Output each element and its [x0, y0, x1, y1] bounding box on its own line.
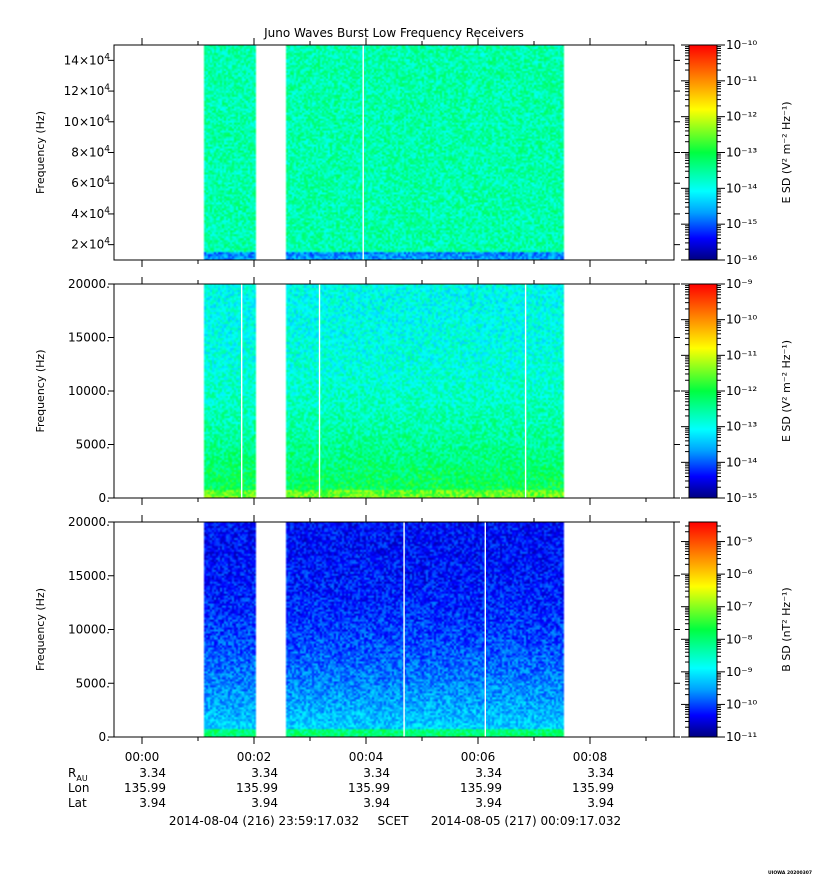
- colorbar-tick-label: 10⁻¹⁰: [726, 38, 757, 52]
- y-tick-label: 15000.: [68, 569, 110, 583]
- panel-2: 0. 5000. 10000. 15000. 20000. Frequency (Hz) 1…: [34, 277, 793, 505]
- colorbar-tick-label: 10⁻¹¹: [726, 730, 757, 744]
- y-tick-label: 5000.: [76, 438, 110, 452]
- y-tick-label: 5000.: [76, 676, 110, 690]
- spectrogram-image: [114, 284, 674, 498]
- colorbar-label: E SD (V² m⁻² Hz⁻¹): [780, 101, 793, 203]
- time-end: 2014-08-05 (217) 00:09:17.032: [431, 814, 621, 828]
- time-start: 2014-08-04 (216) 23:59:17.032: [169, 814, 359, 828]
- colorbar-tick-label: 10⁻¹⁵: [726, 217, 757, 231]
- y-tick-label: 10000.: [68, 384, 110, 398]
- colorbar-label: E SD (V² m⁻² Hz⁻¹): [780, 340, 793, 442]
- colorbar-tick-label: 10⁻⁹: [726, 665, 753, 679]
- ephemeris-value: 3.94: [587, 796, 614, 810]
- ephemeris-label: Lat: [68, 796, 87, 810]
- x-tick-label: 00:00: [125, 750, 160, 764]
- ephemeris-label: RAU: [68, 766, 88, 783]
- panel-3: 0. 5000. 10000. 15000. 20000. Frequency (Hz) 1…: [34, 515, 793, 744]
- spectrogram-image: [114, 45, 674, 260]
- colorbar-tick-label: 10⁻¹³: [726, 420, 757, 434]
- colorbar-tick-label: 10⁻¹¹: [726, 74, 757, 88]
- colorbar-tick-label: 10⁻⁷: [726, 600, 753, 614]
- x-tick-label: 00:06: [461, 750, 496, 764]
- ephemeris-value: 3.94: [475, 796, 502, 810]
- spectrogram-image: [114, 522, 674, 737]
- colorbar-tick-label: 10⁻⁸: [726, 632, 753, 646]
- ephemeris-value: 3.34: [475, 766, 502, 780]
- colorbar-tick-label: 10⁻¹⁰: [726, 313, 757, 327]
- x-tick-label: 00:08: [573, 750, 608, 764]
- colorbar-tick-label: 10⁻¹¹: [726, 348, 757, 362]
- colorbar: [688, 44, 718, 261]
- colorbar-tick-label: 10⁻¹⁵: [726, 491, 757, 505]
- panels: 2×104 4×104 6×104 8×104 10×104 12×104 14×104 Fr…: [34, 38, 793, 744]
- colorbar-tick-label: 10⁻⁵: [726, 535, 753, 549]
- chart-title: Juno Waves Burst Low Frequency Receivers: [263, 26, 524, 40]
- y-tick-label: 6×104: [71, 175, 110, 190]
- colorbar-label: B SD (nT² Hz⁻¹): [780, 587, 793, 671]
- ephemeris-value: 135.99: [124, 781, 166, 795]
- colorbar-tick-label: 10⁻¹³: [726, 146, 757, 160]
- y-tick-label: 2×104: [71, 237, 110, 252]
- y-tick-label: 20000.: [68, 515, 110, 529]
- ephemeris-value: 3.94: [251, 796, 278, 810]
- ephemeris-value: 135.99: [348, 781, 390, 795]
- colorbar: [688, 283, 718, 499]
- colorbar-tick-label: 10⁻¹⁴: [726, 455, 757, 469]
- x-tick-label: 00:02: [237, 750, 272, 764]
- colorbar-tick-label: 10⁻⁹: [726, 277, 753, 291]
- colorbar-tick-label: 10⁻⁶: [726, 567, 753, 581]
- panel-1: 2×104 4×104 6×104 8×104 10×104 12×104 14×104 Fr…: [34, 38, 793, 267]
- ephemeris-value: 135.99: [460, 781, 502, 795]
- y-tick-label: 12×104: [64, 83, 111, 98]
- colorbar-tick-label: 10⁻¹²: [726, 384, 757, 398]
- ephemeris-value: 3.34: [139, 766, 166, 780]
- ephemeris-value: 3.34: [587, 766, 614, 780]
- x-tick-label: 00:04: [349, 750, 384, 764]
- colorbar-tick-label: 10⁻¹⁴: [726, 181, 757, 195]
- y-tick-label: 4×104: [71, 206, 110, 221]
- colorbar-tick-label: 10⁻¹²: [726, 110, 757, 124]
- y-axis-label: Frequency (Hz): [34, 111, 47, 194]
- ephemeris-value: 3.34: [251, 766, 278, 780]
- y-tick-label: 0.: [99, 730, 110, 744]
- y-tick-label: 0.: [99, 491, 110, 505]
- ephemeris-value: 135.99: [572, 781, 614, 795]
- y-tick-label: 8×104: [71, 145, 110, 160]
- x-axis-tick-labels: 00:00 00:02 00:04 00:06 00:08: [125, 750, 608, 764]
- colorbar: [688, 521, 718, 738]
- y-tick-label: 20000.: [68, 277, 110, 291]
- ephemeris-value: 3.34: [363, 766, 390, 780]
- y-tick-label: 15000.: [68, 331, 110, 345]
- y-tick-label: 10000.: [68, 623, 110, 637]
- ephemeris-table: RAU 3.34 3.34 3.34 3.34 3.34 Lon 135.99 135.99 13…: [68, 766, 614, 810]
- ephemeris-value: 3.94: [139, 796, 166, 810]
- colorbar-tick-label: 10⁻¹⁰: [726, 697, 757, 711]
- y-axis-label: Frequency (Hz): [34, 588, 47, 671]
- ephemeris-value: 3.94: [363, 796, 390, 810]
- y-tick-label: 14×104: [64, 52, 111, 67]
- ephemeris-label: Lon: [68, 781, 89, 795]
- ephemeris-value: 135.99: [236, 781, 278, 795]
- footer-stamp: UIOWA 20200307: [768, 870, 812, 876]
- colorbar-tick-label: 10⁻¹⁶: [726, 253, 757, 267]
- y-axis-label: Frequency (Hz): [34, 350, 47, 433]
- time-frame: SCET: [378, 814, 410, 828]
- y-tick-label: 10×104: [64, 114, 111, 129]
